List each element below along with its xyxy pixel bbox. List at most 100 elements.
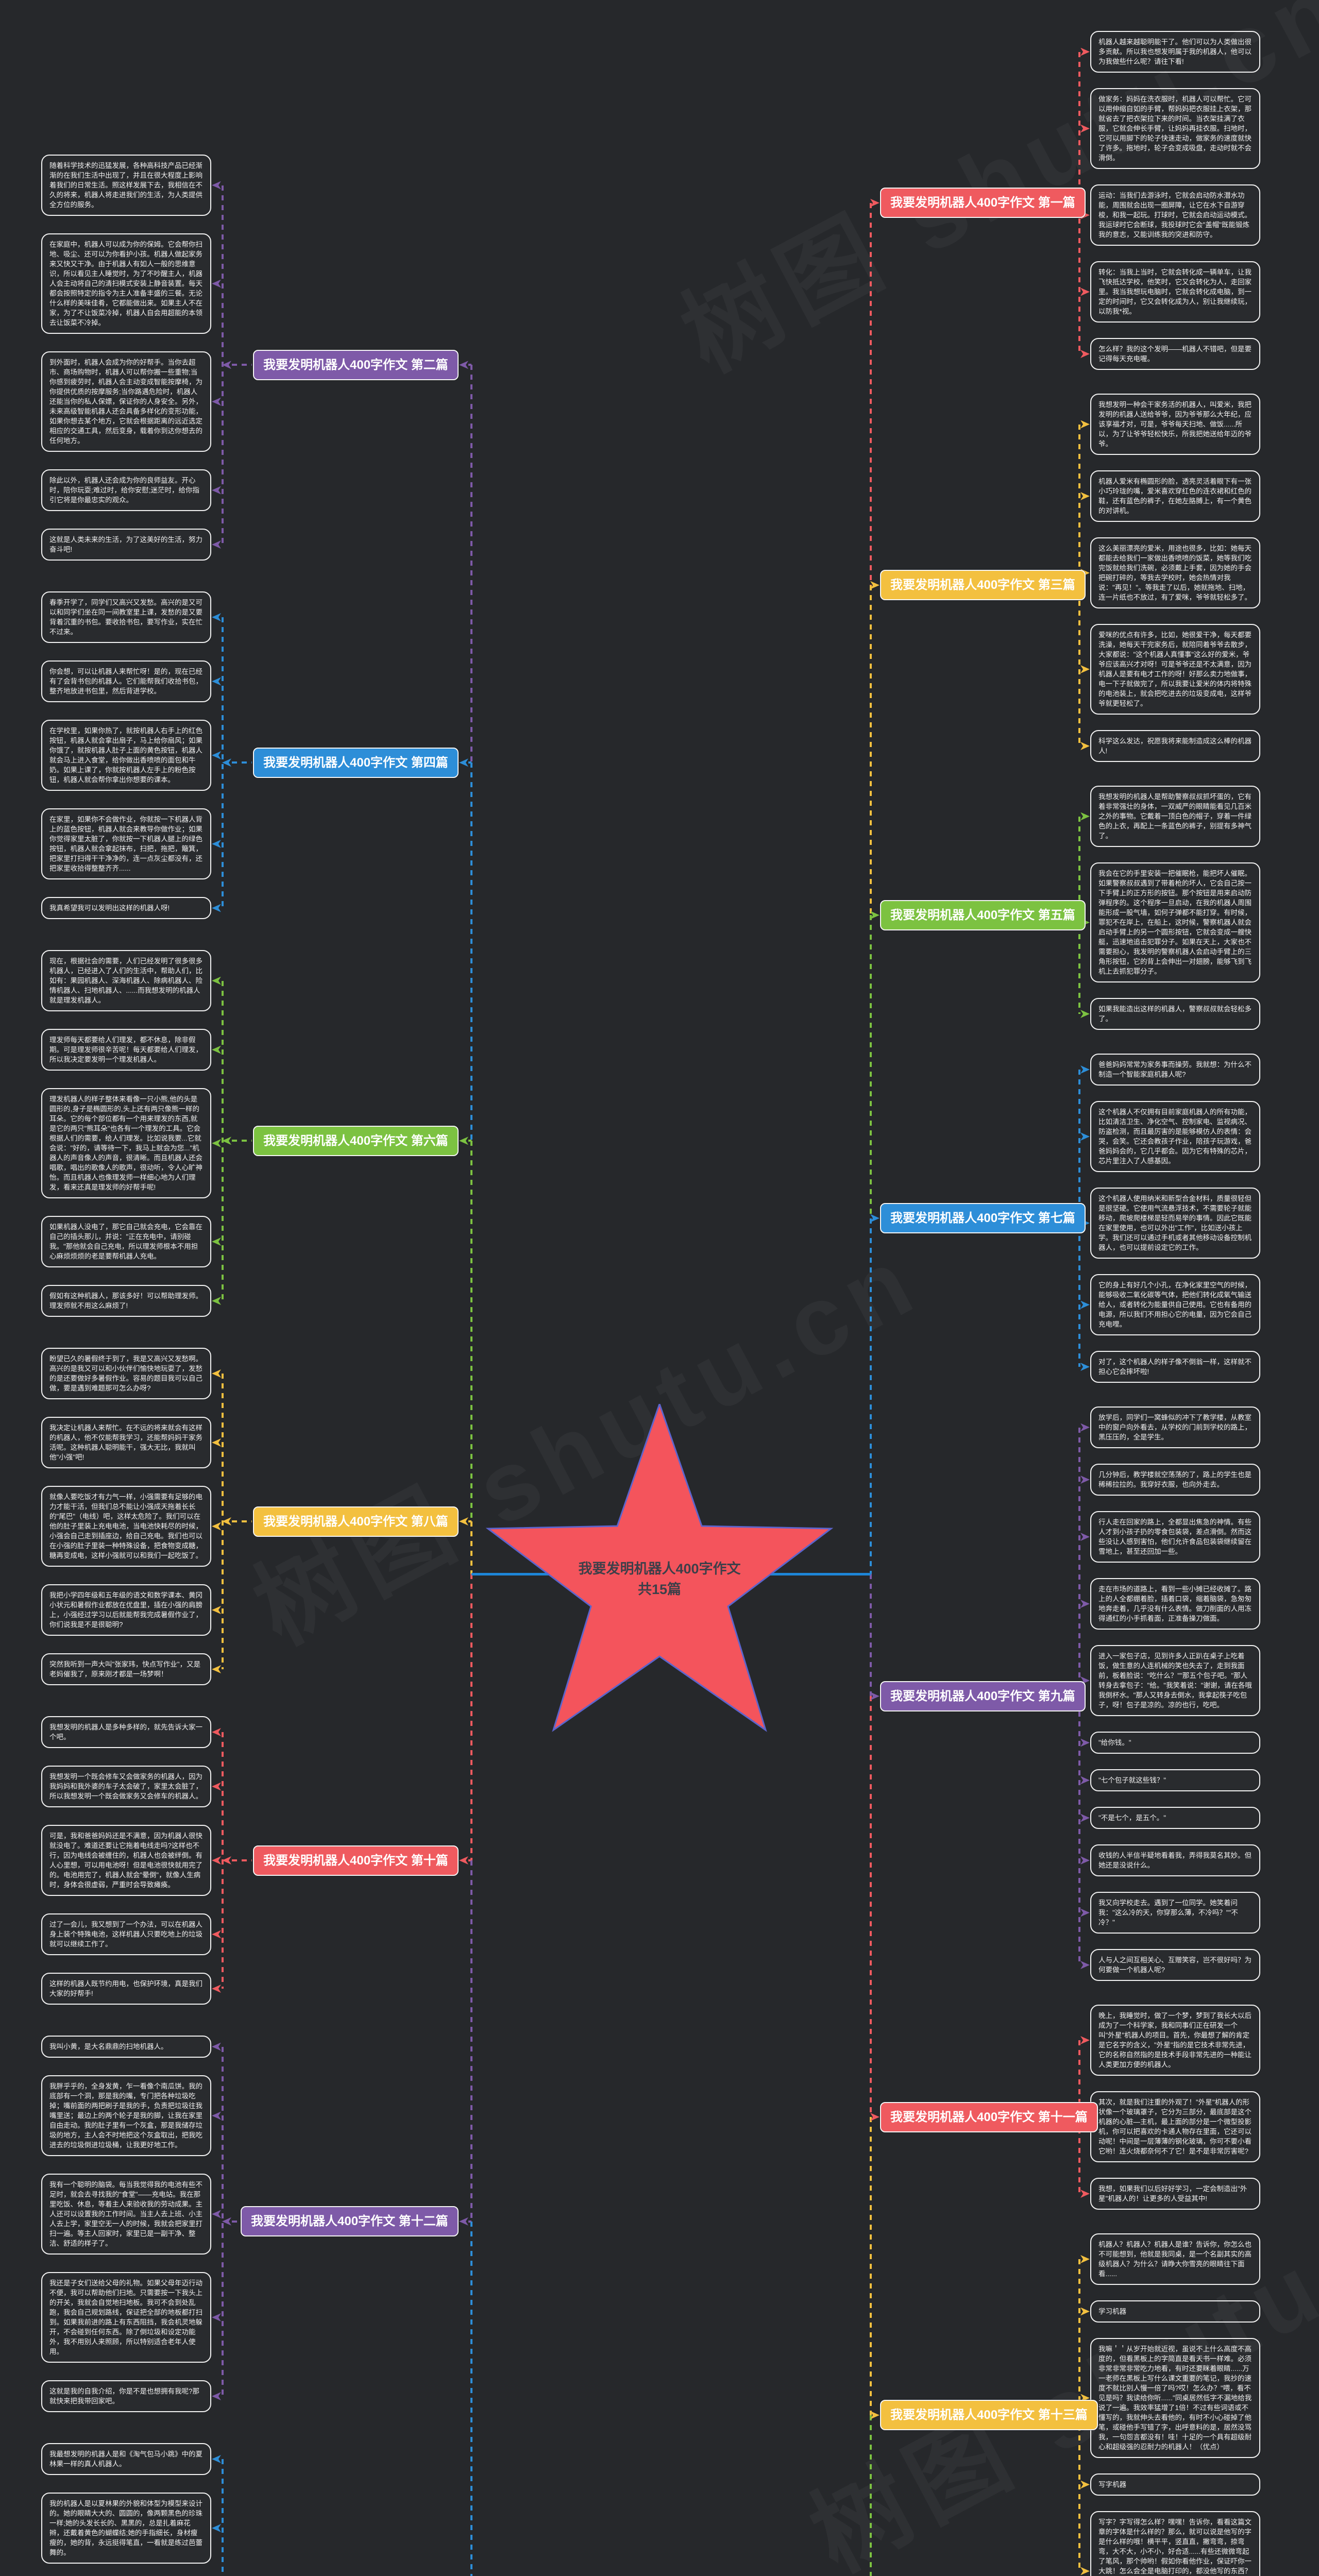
essay-text-box[interactable]: 随着科学技术的迅猛发展，各种高科技产品已经渐渐的在我们生活中出现了，并且在很大程… (41, 155, 211, 216)
branch-label[interactable]: 我要发明机器人400字作文 第十二篇 (241, 2206, 459, 2237)
arrow-icon (212, 1782, 221, 1791)
essay-text-box[interactable]: 做家务：妈妈在洗衣服时，机器人可以帮忙。它可以用伸缩自如的手臂，帮妈妈把衣服挂上… (1090, 88, 1260, 169)
essay-text-box[interactable]: 我把小学四年级和五年级的语文和数学课本、黄冈小状元和暑假作业都放在优盘里，插在小… (41, 1584, 211, 1636)
arrow-icon (459, 2217, 468, 2226)
essay-text-box[interactable]: 人与人之间互相关心、互赠笑容，岂不很好吗？为何要做一个机器人呢? (1090, 1949, 1260, 1981)
essay-text-box[interactable]: 爱咪的优点有许多，比如，她很爱干净，每天都要洗澡，她每天干完家务后，就陪同着爷爷… (1090, 624, 1260, 715)
branch-label[interactable]: 我要发明机器人400字作文 第五篇 (880, 900, 1086, 930)
branch-label[interactable]: 我要发明机器人400字作文 第十一篇 (880, 2102, 1098, 2132)
branch-connector-line (232, 2220, 240, 2223)
branch-label[interactable]: 我要发明机器人400字作文 第七篇 (880, 1203, 1086, 1233)
essay-text-box[interactable]: 现在，根据社会的需要，人们已经发明了很多很多机器人，已经进入了人们的生活中，帮助… (41, 950, 211, 1011)
arrow-icon (212, 2313, 221, 2321)
essay-text-box[interactable]: 运动：当我们去游泳时，它就会启动防水潜水功能，周围就会出现一圈屏障，让它在水下自… (1090, 184, 1260, 246)
essay-text-box[interactable]: "不是七个，是五个。" (1090, 1807, 1260, 1829)
essay-text-box[interactable]: 这个机器人不仅拥有目前家庭机器人的所有功能，比如清洁卫生、净化空气、控制家电、监… (1090, 1101, 1260, 1172)
arrow-icon (1080, 2255, 1090, 2263)
essay-text-box[interactable]: 我的机器人是以夏林果的外貌和体型为模型来设计的。她的眼睛大大的、圆圆的，像两颗黑… (41, 2493, 211, 2564)
essay-text-box[interactable]: 进入一家包子店，见到许多人正趴在桌子上吃着饭，做生意的人连机械的笑也失去了，走到… (1090, 1645, 1260, 1716)
branch-connector-line (870, 1696, 872, 2117)
essay-text-box[interactable]: 我真希望我可以发明出这样的机器人呀! (41, 897, 211, 919)
essay-text-box[interactable]: 我决定让机器人来帮忙。在不远的将来就会有这样的机器人，他不仅能帮我学习，还能帮妈… (41, 1417, 211, 1468)
essay-text-box[interactable]: 我想，如果我们以后好好学习，一定会制造出"外星"机器人的！让更多的人受益其中! (1090, 2178, 1260, 2210)
arrow-icon (212, 1856, 221, 1865)
essay-text-box[interactable]: 我叫小黄，是大名鼎鼎的扫地机器人。 (41, 2036, 211, 2058)
essay-text-box[interactable]: "七个包子就这些钱？" (1090, 1769, 1260, 1791)
essay-text-box[interactable]: 这样的机器人既节约用电，也保护环境，真是我们大家的好帮手! (41, 1973, 211, 2005)
branch-label[interactable]: 我要发明机器人400字作文 第十三篇 (880, 2400, 1098, 2431)
arrow-icon (1080, 1776, 1090, 1785)
arrow-icon (212, 677, 221, 686)
essay-text-box[interactable]: 如果机器人没电了，那它自己就会充电，它会靠在自己的插头那儿，并说："正在充电中，… (41, 1216, 211, 1267)
essay-text-box[interactable]: 几分钟后，教学楼就空荡荡的了，路上的学生也是稀稀拉拉的。我穿好衣服，也向外走去。 (1090, 1464, 1260, 1496)
branch-connector-line (468, 1520, 471, 1522)
essay-text-box[interactable]: 假如有这种机器人，那该多好！可以帮助理发师。理发师就不用这么麻烦了! (41, 1285, 211, 1317)
essay-text-box[interactable]: 我最想发明的机器人是和《淘气包马小跳》中的夏林果一样的真人机器人。 (41, 2443, 211, 2475)
essay-text-box[interactable]: 除此以外，机器人还会成为你的良师益友。开心时，陪你玩耍;难过时，给你安慰;迷茫时… (41, 469, 211, 511)
essay-text-box[interactable]: 我想发明一种会干家务活的机器人，叫爱米，我把发明的机器人送给爷爷，因为爷爷那么大… (1090, 394, 1260, 455)
essay-text-box[interactable]: 理发师每天都要给人们理发，都不休息，除非假期。可是理发师很辛苦呢！每天都要给人们… (41, 1029, 211, 1071)
essay-text-box[interactable]: 走在市场的道路上，看到一些小摊已经收摊了。路上的人全都绷着脸，插着口袋，缩着脑袋… (1090, 1578, 1260, 1630)
essay-text-box[interactable]: 我又向学校走去。遇到了一位同学。她笑着问我："这么冷的天，你穿那么薄，不冷吗？"… (1090, 1892, 1260, 1934)
branch-label[interactable]: 我要发明机器人400字作文 第二篇 (253, 349, 459, 380)
essay-text-box[interactable]: 理发机器人的样子整体来看像一只小熊,他的头是圆形的,身子是椭圆形的,头上还有两只… (41, 1088, 211, 1198)
essay-text-box[interactable]: 机器人爱米有椭圆形的脸，透亮灵活着眼下有一张小巧玲珑的嘴，爱米喜欢穿红色的连衣裙… (1090, 470, 1260, 522)
essay-text-box[interactable]: 这就是我的自我介绍，你是不是也想拥有我呢?那就快来把我带回家吧。 (41, 2380, 211, 2412)
branch-label[interactable]: 我要发明机器人400字作文 第一篇 (880, 188, 1086, 218)
essay-text-box[interactable]: 行人走在回家的路上，全都显出焦急的神情。有些人才到小孩子扔的零食包装袋，差点滑倒… (1090, 1511, 1260, 1563)
essay-text-box[interactable]: 科学这么发达，祝愿我将来能制造成这么棒的机器人! (1090, 730, 1260, 762)
essay-text-box[interactable]: 我嘛＇＇从岁开始就近视，虽说不上什么高度不高度的，但看黑板上的字简直是看天书一样… (1090, 2338, 1260, 2458)
essay-text-box[interactable]: 晚上，我睡觉时，做了一个梦，梦到了我长大以后成为了一个科学家，我和同事们正在研发… (1090, 2005, 1260, 2076)
essay-text-box[interactable]: 你会想，可以让机器人来帮忙呀！是的，现在已经有了会背书包的机器人。它们能帮我们收… (41, 660, 211, 702)
essay-text-box[interactable]: 怎么样？我的这个发明——机器人不错吧，但是要记得每天充电喔。 (1090, 338, 1260, 370)
branch-connector-line (468, 1859, 471, 1861)
essay-text-box[interactable]: 这么美丽漂亮的爱米，用途也很多，比如：她每天都能去给我们一家做出香喷喷的饭菜，她… (1090, 537, 1260, 608)
essay-text-box[interactable]: 我想发明一个既会修车又会做家务的机器人，因为我妈妈和我外婆的车子太会破了，家里太… (41, 1766, 211, 1807)
essay-text-box[interactable]: 转化：当我上当时，它就会转化成一辆单车，让我飞快抵达学校，他笑时，它又会转化为人… (1090, 261, 1260, 323)
essay-text-box[interactable]: 在学校里，如果你热了，就按机器人右手上的红色按钮，机器人就会拿出扇子，马上给你扇… (41, 720, 211, 791)
branch-label[interactable]: 我要发明机器人400字作文 第四篇 (253, 747, 459, 778)
arrow-icon (459, 1856, 468, 1865)
essay-text-box[interactable]: 我有一个聪明的脑袋。每当我觉得我的电池有些不足时，就会去寻找我的"食堂"——充电… (41, 2174, 211, 2255)
essay-text-box[interactable]: 在家里，如果你不会做作业，你就按一下机器人背上的蓝色按钮，机器人就会来教导你做作… (41, 808, 211, 879)
essay-text-box[interactable]: 我胖乎乎的，全身发黄，乍一看像个南瓜饼。我的底部有一个洞，那是我的嘴，专门把各种… (41, 2075, 211, 2156)
essay-text-box[interactable]: 写字？字写得怎么样？嘿嘿！告诉你，看看这篇文章的字体是什么样的？那么，就可以说是… (1090, 2511, 1260, 2576)
central-topic-star[interactable]: 我要发明机器人400字作文共15篇 (479, 1404, 840, 1765)
arrow-icon (212, 1985, 221, 1993)
branch-label[interactable]: 我要发明机器人400字作文 第九篇 (880, 1681, 1086, 1711)
essay-text-box[interactable]: 其次，就是我们注重的外观了！"外星"机器人的形状像一个玻璃罩子，它分为三部分，最… (1090, 2091, 1260, 2162)
branch-label[interactable]: 我要发明机器人400字作文 第六篇 (253, 1125, 459, 1156)
essay-text-box[interactable]: 对了，这个机器人的样子像不倒翁一样，这样就不担心它会摔坏啦! (1090, 1351, 1260, 1383)
branch-label[interactable]: 我要发明机器人400字作文 第八篇 (253, 1506, 459, 1537)
essay-text-box[interactable]: 过了一会儿，我又想到了一个办法，可以在机器人身上装个特殊电池，这样机器人只要吃地… (41, 1913, 211, 1955)
arrow-icon (1080, 665, 1090, 673)
branch-label[interactable]: 我要发明机器人400字作文 第三篇 (880, 570, 1086, 601)
essay-text-box[interactable]: 机器人？机器人？机器人是谁？告诉你，你怎么也不可能想到，他就是我同桌，是一个名副… (1090, 2233, 1260, 2285)
branch-connector-line (870, 585, 872, 916)
essay-text-box[interactable]: 学习机器 (1090, 2300, 1260, 2323)
essay-text-box[interactable]: 就像人要吃饭才有力气一样，小强需要有足够的电力才能干活，但我们总不能让小强成天拖… (41, 1486, 211, 1567)
essay-text-box[interactable]: 这个机器人使用纳米和新型合金材料，质量很轻但是很坚硬。它使用气流悬浮技术，不需要… (1090, 1188, 1260, 1259)
essay-text-box[interactable]: 机器人越来越聪明能干了。他们可以为人类做出很多贡献。所以我也想发明属于我的机器人… (1090, 31, 1260, 73)
essay-text-box[interactable]: 写字机器 (1090, 2473, 1260, 2496)
essay-text-box[interactable]: 放学后，同学们一窝蜂似的冲下了教学楼，从教室中的窗户向外看去，从学校的门前到学校… (1090, 1406, 1260, 1448)
essay-text-box[interactable]: 如果我能造出这样的机器人，警察叔叔就会轻松多了。 (1090, 998, 1260, 1030)
essay-text-box[interactable]: 到外面时，机器人会成为你的好帮手。当你去超市、商场购物时，机器人可以帮你搬一些重… (41, 351, 211, 452)
essay-text-box[interactable]: 我还是子女们送给父母的礼物。如果父母年迈行动不便，我可以帮助他们扫地。只需要按一… (41, 2272, 211, 2363)
essay-text-box[interactable]: 可是，我和爸爸妈妈还是不满意，因为机器人很快就没电了。难道还要让它拖着电线走吗?… (41, 1825, 211, 1896)
essay-text-box[interactable]: 爸爸妈妈常常为家务事而操劳。我就想：为什么不制造一个智能家庭机器人呢? (1090, 1054, 1260, 1086)
essay-text-box[interactable]: 收钱的人半信半疑地看着我，弄得我莫名其妙。但她还是没说什么。 (1090, 1844, 1260, 1876)
essay-text-box[interactable]: 它的身上有好几个小孔，在净化家里空气的时候，能够吸收二氧化碳等气体，把他们转化成… (1090, 1274, 1260, 1335)
essay-text-box[interactable]: 我会在它的手里安装一把催眠枪，能把坏人催眠。如果警察叔叔遇到了带着枪的坏人，它会… (1090, 862, 1260, 982)
arrow-icon (1080, 1363, 1090, 1371)
essay-text-box[interactable]: 这就是人类未来的生活，为了这美好的生活，努力奋斗吧! (41, 529, 211, 561)
arrow-icon (212, 613, 221, 621)
essay-text-box[interactable]: 突然我听到一声大叫"张家玮，快点写作业"，又是老妈催我了，原来刚才都是一场梦啊！ (41, 1653, 211, 1685)
branch-label[interactable]: 我要发明机器人400字作文 第十篇 (253, 1845, 459, 1876)
essay-text-box[interactable]: "给你钱。" (1090, 1732, 1260, 1754)
essay-text-box[interactable]: 盼望已久的暑假终于到了，我是又高兴又发愁啊。高兴的是我又可以和小伙伴们愉快地玩耍… (41, 1348, 211, 1399)
essay-text-box[interactable]: 春季开学了，同学们又高兴又发愁。高兴的是又可以和同学们坐在同一间教室里上课，发愁… (41, 591, 211, 643)
essay-text-box[interactable]: 在家庭中，机器人可以成为你的保姆。它会帮你扫地、吸尘、还可以为你看护小孩。机器人… (41, 233, 211, 334)
essay-text-box[interactable]: 我想发明的机器人是帮助警察叔叔抓坏蛋的，它有着非常强壮的身体，一双威严的眼睛能看… (1090, 786, 1260, 847)
essay-text-box[interactable]: 我想发明的机器人是多种多样的，就先告诉大家一个吧。 (41, 1716, 211, 1748)
